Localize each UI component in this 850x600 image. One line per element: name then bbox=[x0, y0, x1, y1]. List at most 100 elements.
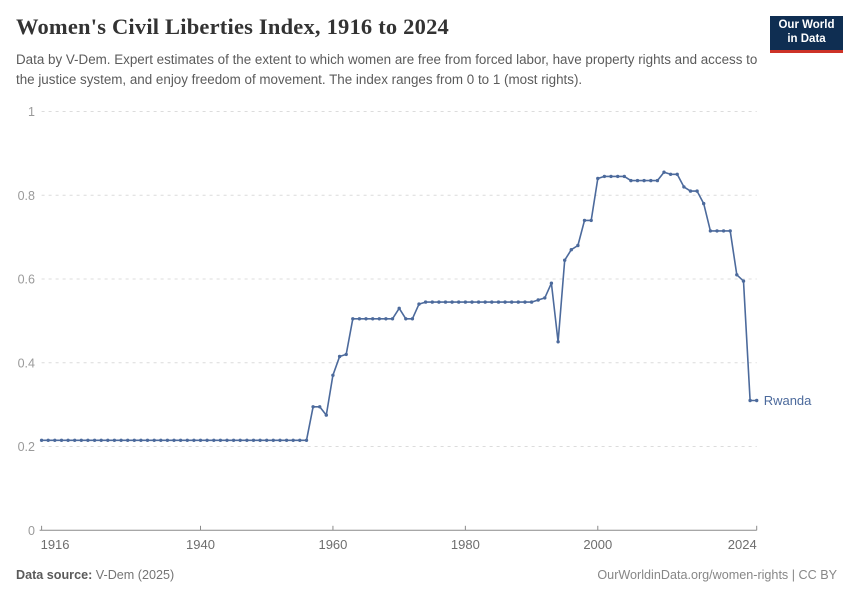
data-point-1976[interactable] bbox=[437, 300, 441, 304]
data-point-1966[interactable] bbox=[371, 317, 375, 321]
data-point-1934[interactable] bbox=[159, 438, 163, 442]
data-point-1995[interactable] bbox=[563, 258, 567, 262]
data-point-2019[interactable] bbox=[721, 229, 726, 233]
data-point-1981[interactable] bbox=[470, 300, 474, 304]
data-point-1984[interactable] bbox=[490, 300, 494, 304]
data-point-1957[interactable] bbox=[311, 405, 315, 409]
data-point-2011[interactable] bbox=[668, 172, 673, 176]
data-point-1971[interactable] bbox=[404, 317, 408, 321]
data-point-1978[interactable] bbox=[450, 300, 454, 304]
data-point-1949[interactable] bbox=[258, 438, 262, 442]
data-point-2022[interactable] bbox=[741, 279, 746, 283]
data-point-1933[interactable] bbox=[152, 438, 156, 442]
data-point-1937[interactable] bbox=[178, 438, 183, 442]
owid-credit-link[interactable]: OurWorldinData.org/women-rights | CC BY bbox=[597, 568, 837, 582]
data-point-2013[interactable] bbox=[682, 185, 686, 189]
data-point-1950[interactable] bbox=[265, 438, 269, 442]
data-point-1939[interactable] bbox=[192, 438, 196, 442]
data-point-1977[interactable] bbox=[443, 300, 448, 304]
data-point-1916[interactable] bbox=[39, 438, 44, 442]
data-point-2007[interactable] bbox=[642, 178, 646, 183]
data-point-1989[interactable] bbox=[523, 300, 527, 304]
data-point-2005[interactable] bbox=[629, 178, 633, 183]
data-point-1962[interactable] bbox=[344, 352, 348, 357]
data-point-1987[interactable] bbox=[510, 300, 514, 304]
data-point-1974[interactable] bbox=[423, 300, 428, 304]
data-point-1964[interactable] bbox=[357, 317, 362, 321]
data-point-1921[interactable] bbox=[73, 438, 77, 442]
data-point-2018[interactable] bbox=[715, 229, 719, 233]
data-point-2002[interactable] bbox=[609, 174, 613, 179]
data-point-2024[interactable] bbox=[755, 398, 759, 403]
data-point-1924[interactable] bbox=[92, 438, 97, 442]
data-point-1985[interactable] bbox=[496, 300, 501, 304]
data-point-1940[interactable] bbox=[198, 438, 203, 442]
data-point-1993[interactable] bbox=[549, 281, 554, 285]
data-point-1996[interactable] bbox=[569, 248, 573, 252]
data-point-2008[interactable] bbox=[649, 178, 653, 183]
data-point-1918[interactable] bbox=[53, 438, 57, 442]
data-point-1942[interactable] bbox=[212, 438, 216, 442]
data-point-2004[interactable] bbox=[622, 174, 626, 179]
data-point-1955[interactable] bbox=[298, 438, 302, 442]
data-point-1958[interactable] bbox=[318, 405, 322, 409]
data-point-2015[interactable] bbox=[695, 189, 699, 193]
data-point-1953[interactable] bbox=[284, 438, 289, 442]
data-point-1986[interactable] bbox=[503, 300, 507, 304]
data-point-1935[interactable] bbox=[165, 438, 170, 442]
data-point-1973[interactable] bbox=[417, 302, 421, 306]
data-point-1923[interactable] bbox=[86, 438, 90, 442]
data-point-1927[interactable] bbox=[112, 438, 117, 442]
data-point-1925[interactable] bbox=[99, 438, 103, 442]
data-point-1956[interactable] bbox=[304, 438, 309, 442]
data-point-1919[interactable] bbox=[59, 438, 64, 442]
data-point-1997[interactable] bbox=[576, 243, 580, 248]
data-point-1951[interactable] bbox=[271, 438, 275, 442]
data-point-1967[interactable] bbox=[377, 317, 381, 321]
data-point-1980[interactable] bbox=[463, 300, 468, 304]
data-point-2016[interactable] bbox=[702, 201, 706, 206]
data-point-1920[interactable] bbox=[66, 438, 70, 442]
data-point-1917[interactable] bbox=[46, 438, 50, 442]
data-point-2023[interactable] bbox=[748, 398, 752, 403]
data-point-1979[interactable] bbox=[457, 300, 461, 304]
data-point-2021[interactable] bbox=[735, 273, 739, 277]
data-point-1992[interactable] bbox=[543, 296, 547, 300]
owid-logo[interactable]: Our World in Data bbox=[770, 16, 843, 53]
data-point-1963[interactable] bbox=[351, 317, 355, 321]
data-point-1931[interactable] bbox=[139, 438, 143, 442]
data-point-1932[interactable] bbox=[145, 438, 150, 442]
data-point-1936[interactable] bbox=[172, 438, 176, 442]
data-point-1944[interactable] bbox=[225, 438, 229, 442]
data-point-1943[interactable] bbox=[218, 438, 223, 442]
data-point-1982[interactable] bbox=[476, 300, 481, 304]
data-point-1959[interactable] bbox=[324, 413, 328, 417]
data-point-2020[interactable] bbox=[728, 229, 732, 233]
data-point-1988[interactable] bbox=[516, 300, 520, 304]
data-point-1998[interactable] bbox=[582, 218, 587, 223]
data-point-2014[interactable] bbox=[688, 189, 693, 193]
data-point-1970[interactable] bbox=[397, 306, 401, 310]
data-point-1928[interactable] bbox=[119, 438, 123, 442]
data-point-1965[interactable] bbox=[364, 317, 368, 321]
data-point-1938[interactable] bbox=[185, 438, 189, 442]
data-point-1968[interactable] bbox=[384, 317, 388, 321]
data-point-1972[interactable] bbox=[410, 317, 415, 321]
data-point-1929[interactable] bbox=[126, 438, 130, 442]
data-point-2001[interactable] bbox=[602, 174, 607, 179]
data-point-1926[interactable] bbox=[106, 438, 110, 442]
data-point-1952[interactable] bbox=[278, 438, 282, 442]
data-point-2003[interactable] bbox=[616, 174, 620, 179]
data-point-1922[interactable] bbox=[79, 438, 84, 442]
data-point-1960[interactable] bbox=[331, 373, 335, 377]
data-point-1991[interactable] bbox=[536, 298, 540, 302]
data-point-2012[interactable] bbox=[675, 172, 679, 176]
data-point-2017[interactable] bbox=[708, 229, 713, 233]
data-point-1945[interactable] bbox=[231, 438, 236, 442]
data-point-1948[interactable] bbox=[251, 438, 256, 442]
data-point-2006[interactable] bbox=[635, 178, 640, 183]
series-line-rwanda[interactable] bbox=[41, 171, 757, 442]
data-point-1961[interactable] bbox=[337, 354, 342, 359]
data-point-2009[interactable] bbox=[655, 178, 660, 183]
data-point-1954[interactable] bbox=[291, 438, 295, 442]
